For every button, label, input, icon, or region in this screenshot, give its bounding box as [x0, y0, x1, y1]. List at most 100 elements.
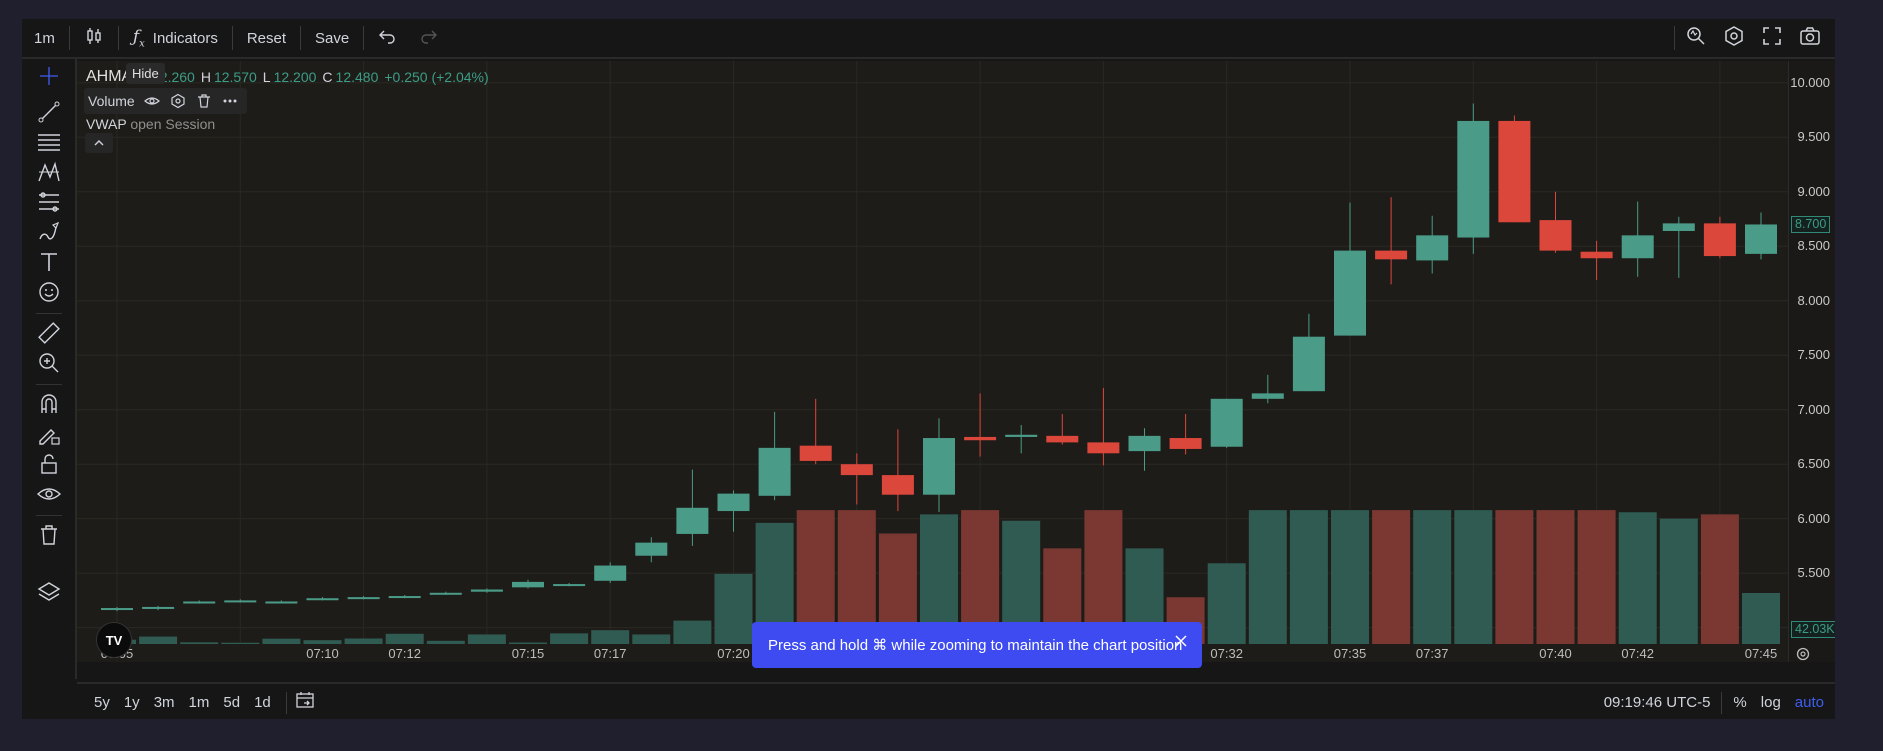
- pattern-icon: [36, 159, 62, 190]
- clock[interactable]: 09:19:46 UTC-5: [1603, 694, 1711, 711]
- candle-body[interactable]: [1169, 438, 1202, 449]
- magnet-tool[interactable]: [34, 391, 64, 421]
- candlestick-chart[interactable]: [77, 61, 1788, 662]
- candle-body[interactable]: [1292, 336, 1325, 392]
- close-label: C: [322, 69, 333, 85]
- undo-button[interactable]: [366, 19, 408, 57]
- candle-body[interactable]: [470, 589, 503, 592]
- candle-body[interactable]: [1498, 120, 1531, 223]
- range-3m[interactable]: 3m: [153, 694, 175, 711]
- vwap-legend[interactable]: VWAP open Session: [86, 116, 215, 132]
- candle-body[interactable]: [1334, 250, 1366, 336]
- candle-body[interactable]: [306, 598, 339, 601]
- volume-legend[interactable]: Volume: [84, 88, 247, 114]
- candle-body[interactable]: [923, 438, 955, 495]
- candle-body[interactable]: [1621, 235, 1654, 259]
- zoom-tool[interactable]: [34, 350, 64, 380]
- range-1d[interactable]: 1d: [254, 694, 271, 711]
- fullscreen-button[interactable]: [1753, 19, 1791, 57]
- candle-body[interactable]: [840, 464, 873, 476]
- interval-button[interactable]: 1m: [22, 19, 67, 57]
- candle-body[interactable]: [1005, 434, 1038, 437]
- fib-tool[interactable]: [34, 129, 64, 159]
- lock-tool[interactable]: [34, 451, 64, 481]
- candle-body[interactable]: [799, 445, 832, 461]
- collapse-legend-button[interactable]: [85, 133, 113, 153]
- trash-icon[interactable]: [191, 90, 217, 112]
- chart-pane[interactable]: [77, 61, 1788, 662]
- more-icon[interactable]: [217, 90, 243, 112]
- emoji-tool[interactable]: [34, 279, 64, 309]
- settings-icon[interactable]: [165, 90, 191, 112]
- candle-body[interactable]: [388, 596, 421, 599]
- price-scale[interactable]: 10.000 9.500 9.000 8.500 8.000 7.500 7.000 6.50…: [1788, 61, 1835, 662]
- candle-body[interactable]: [676, 507, 709, 534]
- brush-tool[interactable]: [34, 219, 64, 249]
- eye-icon[interactable]: [139, 90, 165, 112]
- candle-body[interactable]: [1416, 235, 1449, 261]
- candle-body[interactable]: [1210, 398, 1243, 447]
- candle-body[interactable]: [142, 606, 175, 609]
- range-5d[interactable]: 5d: [223, 694, 241, 711]
- candle-body[interactable]: [101, 608, 133, 611]
- candle-body[interactable]: [881, 475, 914, 495]
- screenshot-button[interactable]: [1791, 19, 1829, 57]
- pattern-tool[interactable]: [34, 159, 64, 189]
- candle-body[interactable]: [594, 565, 627, 581]
- candle-body[interactable]: [1128, 435, 1161, 452]
- settings-button[interactable]: [1715, 19, 1753, 57]
- candle-body[interactable]: [183, 601, 216, 604]
- trendline-icon: [36, 99, 62, 130]
- candle-body[interactable]: [1046, 435, 1079, 443]
- range-1m[interactable]: 1m: [188, 694, 210, 711]
- indicators-button[interactable]: ƒx Indicators: [121, 19, 230, 57]
- text-tool[interactable]: [34, 249, 64, 279]
- range-1y[interactable]: 1y: [123, 694, 140, 711]
- ruler-tool[interactable]: [34, 320, 64, 350]
- log-scale-toggle[interactable]: log: [1760, 694, 1781, 711]
- quick-search-button[interactable]: [1677, 19, 1715, 57]
- chart-type-button[interactable]: [72, 19, 116, 57]
- candle-body[interactable]: [1251, 393, 1284, 399]
- candle-body[interactable]: [347, 597, 380, 600]
- candle-body[interactable]: [717, 493, 750, 512]
- candle-body[interactable]: [635, 542, 668, 556]
- auto-scale-toggle[interactable]: auto: [1794, 694, 1824, 711]
- candle-body[interactable]: [224, 600, 257, 603]
- object-tree-tool[interactable]: [34, 579, 64, 609]
- remove-drawings-tool[interactable]: [34, 522, 64, 552]
- trendline-tool[interactable]: [34, 99, 64, 129]
- range-5y[interactable]: 5y: [94, 694, 110, 711]
- symbol-name[interactable]: AHMA: [86, 68, 133, 85]
- candle-body[interactable]: [512, 581, 544, 588]
- candle-body[interactable]: [429, 592, 462, 595]
- percent-scale-toggle[interactable]: %: [1733, 694, 1747, 711]
- candle-body[interactable]: [1457, 120, 1490, 238]
- goto-date-button[interactable]: [295, 691, 315, 714]
- toast-close-button[interactable]: [1170, 632, 1192, 654]
- lock-drawing-tool[interactable]: [34, 421, 64, 451]
- forecast-tool[interactable]: [34, 189, 64, 219]
- tradingview-logo[interactable]: TV: [96, 622, 132, 658]
- candle-body[interactable]: [758, 447, 791, 496]
- candle-body[interactable]: [1087, 442, 1120, 454]
- volume-bar: [1248, 510, 1287, 644]
- volume-bar: [180, 642, 219, 644]
- crosshair-tool[interactable]: [34, 63, 64, 93]
- candle-body[interactable]: [1703, 223, 1736, 257]
- redo-button[interactable]: [408, 19, 450, 57]
- candle-body[interactable]: [1539, 220, 1572, 251]
- save-button[interactable]: Save: [303, 19, 361, 57]
- reset-button[interactable]: Reset: [235, 19, 298, 57]
- candle-body[interactable]: [1580, 251, 1613, 259]
- candle-body[interactable]: [1745, 224, 1777, 254]
- candle-body[interactable]: [553, 584, 586, 587]
- volume-bar: [1084, 510, 1123, 644]
- volume-bar: [344, 638, 383, 644]
- candle-body[interactable]: [964, 436, 997, 441]
- candle-body[interactable]: [1375, 250, 1408, 260]
- scale-settings-button[interactable]: [1794, 645, 1812, 663]
- visibility-tool[interactable]: [34, 481, 64, 511]
- candle-body[interactable]: [265, 601, 298, 604]
- candle-body[interactable]: [1662, 223, 1695, 231]
